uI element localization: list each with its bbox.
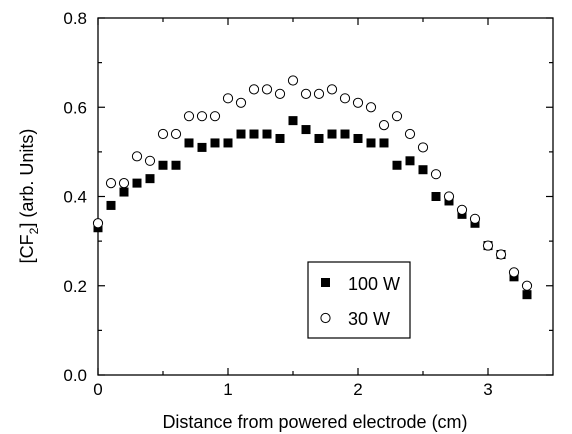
data-point-30w <box>157 128 169 140</box>
data-point-30w <box>378 120 390 131</box>
data-point-100w <box>158 160 168 170</box>
legend: 100 W 30 W <box>307 261 411 339</box>
data-point-30w <box>313 88 325 99</box>
legend-marker-30w <box>320 312 331 324</box>
data-point-100w <box>327 129 337 139</box>
y-tick-label: 0.2 <box>63 277 87 296</box>
x-tick-label: 1 <box>223 380 232 399</box>
data-point-100w <box>288 116 298 126</box>
legend-marker-100w <box>321 278 330 287</box>
data-point-100w <box>522 290 532 300</box>
data-point-100w <box>236 129 246 139</box>
data-point-30w <box>274 88 286 99</box>
data-point-100w <box>132 178 142 188</box>
data-point-100w <box>249 129 259 139</box>
data-point-30w <box>339 93 351 104</box>
y-tick-label: 0.6 <box>63 98 87 117</box>
x-tick-label: 2 <box>353 380 362 399</box>
data-point-100w <box>379 138 389 148</box>
data-point-30w <box>222 93 234 104</box>
y-axis-label-tail: ] (arb. Units) <box>17 129 37 228</box>
y-axis-label: [CF2] (arb. Units) <box>17 129 41 264</box>
data-point-30w <box>469 213 481 224</box>
data-point-100w <box>210 138 220 148</box>
data-point-30w <box>521 280 533 291</box>
data-point-100w <box>171 160 181 170</box>
data-point-100w <box>405 156 415 166</box>
data-point-100w <box>106 200 116 210</box>
data-point-100w <box>353 133 363 143</box>
data-point-30w <box>456 204 468 215</box>
y-tick-label: 0.4 <box>63 188 87 207</box>
data-point-30w <box>391 111 403 122</box>
data-point-30w <box>326 84 338 95</box>
x-tick-label: 0 <box>93 380 102 399</box>
data-point-100w <box>275 133 285 143</box>
data-point-30w <box>196 111 208 122</box>
data-point-30w <box>105 178 117 189</box>
data-point-30w <box>482 240 494 251</box>
data-point-30w <box>235 97 247 108</box>
data-point-100w <box>197 142 207 152</box>
data-point-30w <box>131 151 143 162</box>
data-point-30w <box>170 128 182 140</box>
axis-ticks <box>97 17 553 376</box>
data-point-100w <box>392 160 402 170</box>
data-point-30w <box>404 128 416 140</box>
data-markers <box>92 75 533 300</box>
x-axis-label: Distance from powered electrode (cm) <box>162 412 467 432</box>
data-point-30w <box>417 142 429 153</box>
y-axis-label-subscript: 2 <box>27 227 41 234</box>
y-tick-label: 0.0 <box>63 366 87 385</box>
data-point-100w <box>262 129 272 139</box>
data-point-30w <box>443 191 455 202</box>
data-point-100w <box>314 133 324 143</box>
data-point-30w <box>287 75 299 86</box>
y-axis-label-head: [CF <box>17 234 37 263</box>
data-point-100w <box>366 138 376 148</box>
data-point-30w <box>144 155 156 166</box>
x-tick-label: 3 <box>483 380 492 399</box>
data-point-100w <box>418 165 428 175</box>
data-point-30w <box>508 267 520 278</box>
data-point-30w <box>365 102 377 113</box>
data-point-100w <box>431 192 441 201</box>
data-point-30w <box>495 249 507 260</box>
data-point-100w <box>340 129 350 139</box>
data-point-30w <box>92 218 104 229</box>
data-point-30w <box>261 84 273 95</box>
y-tick-label: 0.8 <box>63 9 87 28</box>
data-point-30w <box>118 178 130 189</box>
legend-label-30w: 30 W <box>348 309 390 329</box>
data-point-30w <box>209 111 221 122</box>
legend-box <box>307 261 411 339</box>
tick-labels: 0 1 2 3 0.0 0.2 0.4 0.6 0.8 <box>63 9 492 399</box>
data-point-100w <box>184 138 194 148</box>
data-point-30w <box>300 88 312 99</box>
data-point-30w <box>352 97 364 108</box>
data-point-30w <box>248 84 260 95</box>
data-point-30w <box>430 169 442 180</box>
data-point-100w <box>301 125 311 135</box>
data-point-100w <box>145 174 155 184</box>
data-point-30w <box>183 111 195 122</box>
data-point-100w <box>119 187 129 197</box>
legend-label-100w: 100 W <box>348 274 400 294</box>
data-point-100w <box>223 138 233 148</box>
